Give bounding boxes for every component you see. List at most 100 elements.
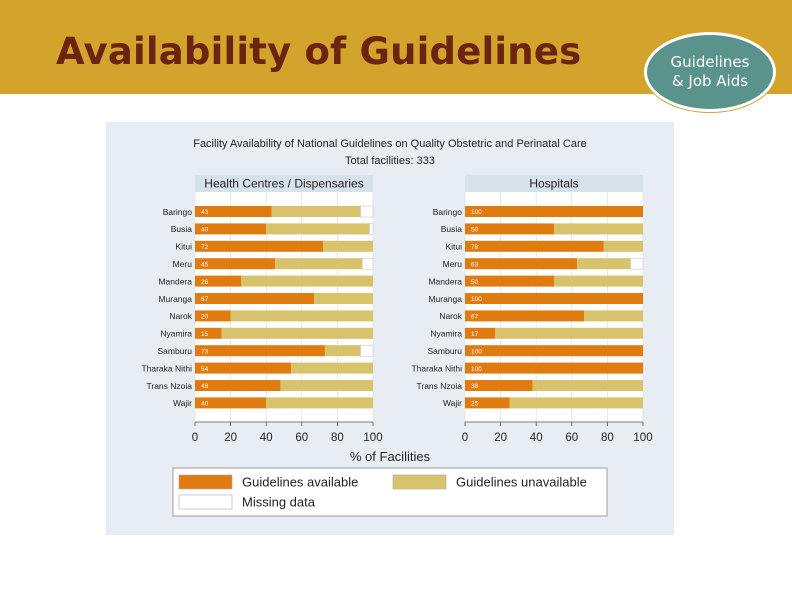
panel-2-bar-available	[465, 345, 643, 357]
panel-1-bar-unavailable	[324, 345, 361, 357]
panel-1-category-label: Wajir	[173, 398, 192, 408]
panel-1-bar-unavailable	[266, 397, 373, 409]
panel-1-x-tick-label: 0	[192, 432, 198, 444]
panel-1-bar-available	[195, 362, 292, 374]
panel-2-x-tick-label: 40	[530, 432, 543, 444]
panel-1-bar-available	[195, 240, 324, 252]
panel-1-category-label: Baringo	[163, 207, 193, 217]
panel-1-data-label: 72	[201, 244, 209, 251]
panel-1-category-label: Narok	[169, 311, 192, 321]
panel-1-category-label: Trans Nzoia	[146, 381, 192, 391]
legend-swatch-missing	[178, 494, 233, 510]
panel-1-data-label: 40	[201, 401, 209, 408]
panel-1-bar-missing	[362, 257, 374, 270]
panel-2-data-label: 63	[471, 261, 479, 268]
panel-2-bar-available	[465, 258, 578, 270]
panel-2-bar-unavailable	[509, 397, 643, 409]
panel-1-bar-unavailable	[291, 362, 373, 374]
panel-1-category-label: Tharaka Nithi	[141, 363, 192, 373]
panel-2-data-label: 78	[471, 244, 479, 251]
badge-line-1: Guidelines	[670, 53, 750, 71]
panel-1-bar-unavailable	[314, 293, 373, 304]
chart-subtitle: Total facilities: 333	[345, 155, 435, 167]
panel-1-data-label: 45	[201, 261, 209, 268]
panel-2-data-label: 38	[471, 383, 479, 390]
panel-2-data-label: 25	[471, 401, 479, 408]
panel-2-bar-available	[465, 240, 604, 252]
panel-2-bar-unavailable	[532, 380, 643, 391]
panel-2-x-tick-label: 0	[462, 432, 468, 444]
panel-1-bar-available	[195, 380, 281, 391]
x-axis-label: % of Facilities	[350, 449, 431, 464]
panel-2-category-label: Meru	[443, 259, 463, 269]
panel-1-bar-available	[195, 206, 272, 217]
panel-1-bar-unavailable	[271, 206, 361, 217]
panel-2-bar-unavailable	[577, 258, 631, 270]
legend-swatch-available	[178, 474, 233, 490]
panel-2-category-label: Mandera	[428, 276, 462, 286]
panel-2-category-label: Baringo	[433, 207, 463, 217]
panel-2-x-tick-label: 100	[633, 432, 652, 444]
panel-2-bar-available	[465, 223, 554, 235]
panel-2-data-label: 100	[471, 366, 482, 373]
panel-1-data-label: 48	[201, 383, 209, 390]
panel-2-bar-available	[465, 275, 554, 287]
panel-2-bar-available	[465, 362, 643, 374]
panel-1-bar-available	[195, 293, 315, 304]
panel-1-x-tick-label: 60	[295, 432, 308, 444]
panel-2-bar-available	[465, 397, 510, 409]
panel-1-bar-unavailable	[323, 240, 373, 252]
panel-1-bar-available	[195, 310, 231, 322]
panel-1-data-label: 20	[201, 314, 209, 321]
panel-2-category-label: Nyamira	[430, 329, 462, 339]
chart-title: Facility Availability of National Guidel…	[193, 138, 587, 150]
panel-1-category-label: Busia	[171, 224, 193, 234]
panel-1-bar-unavailable	[241, 275, 373, 287]
panel-2-x-tick-label: 80	[601, 432, 614, 444]
slide-title: Availability of Guidelines	[56, 30, 582, 73]
panel-2-category-label: Wajir	[443, 398, 462, 408]
panel-1-bar-available	[195, 345, 325, 357]
panel-1-title: Health Centres / Dispensaries	[204, 177, 363, 191]
panel-2-x-tick-label: 60	[565, 432, 578, 444]
panel-2-category-label: Trans Nzoia	[416, 381, 462, 391]
panel-2-bar-available	[465, 327, 496, 339]
panel-2-data-label: 100	[471, 348, 482, 355]
panel-2-bar-unavailable	[584, 310, 643, 322]
panel-1-bar-unavailable	[275, 258, 363, 270]
panel-1-bar-available	[195, 327, 222, 339]
panel-2-data-label: 100	[471, 296, 482, 303]
panel-1-bar-unavailable	[230, 310, 373, 322]
panel-2-category-label: Samburu	[428, 346, 463, 356]
panel-2-category-label: Narok	[439, 311, 462, 321]
panel-2-bar-unavailable	[554, 275, 643, 287]
panel-2-category-label: Muranga	[428, 294, 462, 304]
panel-1-bar-missing	[360, 205, 374, 218]
panel-1-data-label: 43	[201, 209, 209, 216]
legend-swatch-unavailable	[392, 474, 447, 490]
panel-1-category-label: Meru	[173, 259, 193, 269]
panel-2-category-label: Busia	[441, 224, 463, 234]
panel-1-bar-missing	[369, 223, 374, 235]
panel-1-bar-missing	[360, 344, 374, 357]
panel-1-data-label: 40	[201, 227, 209, 234]
panel-1-x-tick-label: 80	[331, 432, 344, 444]
panel-1-bar-unavailable	[221, 327, 373, 339]
panel-1-bar-available	[195, 275, 242, 287]
panel-1-bar-available	[195, 223, 267, 235]
panel-1-header	[195, 175, 373, 192]
panel-2-data-label: 67	[471, 314, 479, 321]
panel-1-x-tick-label: 20	[224, 432, 237, 444]
panel-1-category-label: Nyamira	[160, 329, 192, 339]
chart-figure: Facility Availability of National Guidel…	[106, 122, 674, 535]
badge-line-2: & Job Aids	[671, 72, 749, 90]
panel-2-bar-unavailable	[495, 327, 643, 339]
panel-2-bar-missing	[630, 257, 644, 270]
panel-2-bar-available	[465, 310, 585, 322]
panel-1-category-label: Samburu	[158, 346, 193, 356]
panel-2-title: Hospitals	[529, 177, 578, 191]
panel-2-header	[465, 175, 643, 192]
panel-2-bar-available	[465, 293, 643, 304]
panel-1-data-label: 26	[201, 279, 209, 286]
panel-1-data-label: 67	[201, 296, 209, 303]
